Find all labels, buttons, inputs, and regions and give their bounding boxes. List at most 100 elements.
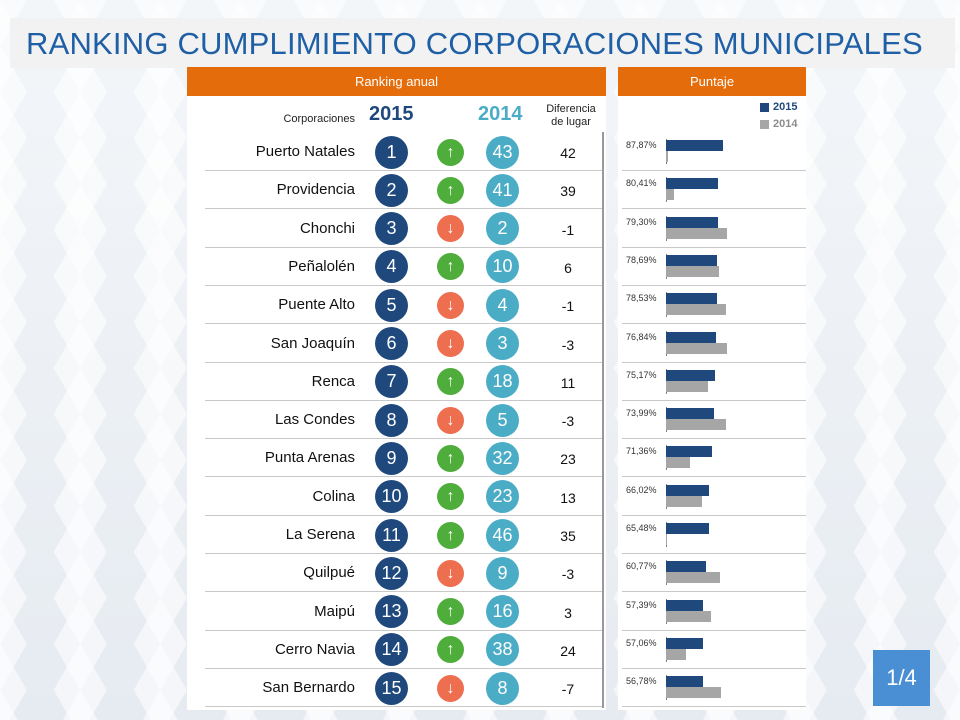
arrow-down-icon: ↓	[437, 674, 464, 702]
arrow-up-icon: ↑	[437, 636, 464, 664]
arrow-up-icon: ↑	[437, 521, 464, 549]
diff-label-line1: Diferencia	[546, 103, 596, 115]
place-difference: 11	[560, 374, 576, 391]
arrow-up-icon: ↑	[437, 483, 464, 511]
bar-2014	[666, 342, 728, 354]
score-row	[622, 554, 806, 593]
score-label: 76,84%	[626, 331, 657, 342]
ranking-header: Ranking anual	[187, 67, 606, 96]
rank-2015-badge: 2	[375, 173, 408, 207]
place-difference: 13	[560, 489, 576, 506]
rank-2015-badge: 10	[375, 480, 408, 514]
year-2014-header: 2014	[478, 103, 523, 125]
table-row	[205, 631, 602, 669]
place-difference: 23	[560, 451, 576, 468]
score-panel	[618, 96, 806, 710]
rank-2014-badge: 38	[486, 633, 519, 667]
table-row	[205, 554, 602, 593]
place-difference: -1	[561, 221, 575, 238]
rank-2015-badge: 15	[375, 671, 408, 705]
rank-2015-badge: 14	[375, 633, 408, 667]
corporation-name: Puente Alto	[278, 296, 355, 314]
table-row	[205, 669, 602, 708]
arrow-up-icon: ↑	[437, 253, 464, 281]
table-row	[205, 593, 602, 631]
bar-2014	[666, 227, 728, 239]
score-row	[622, 363, 806, 401]
bar-2014	[666, 495, 702, 507]
rank-2014-badge: 3	[486, 327, 519, 360]
rank-2015-badge: 4	[375, 250, 408, 284]
bar-2014	[666, 648, 687, 660]
legend-2015-swatch	[760, 103, 769, 112]
rank-2014-badge: 16	[486, 595, 519, 629]
score-label: 75,17%	[626, 369, 657, 380]
rank-2014-badge: 4	[486, 288, 519, 322]
rank-2015-badge: 9	[375, 441, 408, 475]
bar-2015	[666, 484, 709, 496]
rank-2014-badge: 43	[486, 135, 519, 169]
score-row	[622, 516, 806, 554]
bar-2014	[666, 189, 674, 201]
bar-2014	[666, 687, 721, 699]
bar-2015	[666, 331, 716, 343]
bar-2014	[666, 304, 726, 316]
place-difference: -3	[561, 566, 575, 583]
bar-2014	[666, 572, 720, 584]
score-row	[622, 210, 806, 248]
corporation-name: Las Condes	[274, 411, 355, 429]
corporation-name: La Serena	[285, 526, 355, 543]
legend-2014-swatch	[760, 120, 769, 129]
table-row	[205, 248, 602, 286]
rank-2015-badge: 6	[375, 327, 408, 360]
place-difference: -7	[561, 681, 575, 698]
table-row	[205, 133, 602, 171]
rank-2014-badge: 18	[486, 365, 519, 399]
rank-2015-badge: 3	[375, 212, 408, 246]
corporation-name: Peñalolén	[288, 257, 355, 275]
bar-2015	[666, 676, 703, 688]
place-difference: 6	[564, 259, 572, 276]
rank-2015-badge: 1	[375, 135, 408, 169]
column-divider	[602, 132, 604, 708]
corporation-name: Quilpué	[303, 564, 355, 582]
page-indicator: 1/4	[873, 650, 930, 706]
score-header: Puntaje	[618, 67, 806, 96]
bar-2015	[666, 523, 709, 534]
arrow-down-icon: ↓	[437, 559, 464, 587]
rank-2015-badge: 8	[375, 403, 408, 437]
table-row	[205, 401, 602, 440]
bar-2015	[666, 637, 704, 649]
bar-2014	[666, 265, 719, 277]
table-row	[205, 363, 602, 401]
corporation-name: Providencia	[276, 181, 355, 199]
bar-2014	[666, 457, 691, 469]
score-row	[622, 325, 806, 363]
table-row	[205, 478, 602, 516]
rank-2015-badge: 13	[375, 595, 408, 629]
year-2015-header: 2015	[369, 103, 414, 125]
score-label: 80,41%	[626, 178, 657, 189]
score-label: 57,39%	[626, 599, 657, 610]
rank-2015-badge: 12	[375, 556, 408, 590]
score-row	[622, 248, 806, 286]
corporaciones-label: Corporaciones	[283, 113, 355, 125]
arrow-up-icon: ↑	[437, 444, 464, 472]
corporation-name: Renca	[311, 372, 355, 390]
bar-2015	[666, 446, 713, 458]
score-row	[622, 286, 806, 325]
rank-2014-badge: 46	[486, 518, 519, 552]
table-row	[205, 439, 602, 478]
table-row	[205, 171, 602, 210]
score-row	[622, 631, 806, 669]
arrow-up-icon: ↑	[437, 176, 464, 204]
bar-2015	[666, 369, 715, 381]
score-row	[622, 171, 806, 210]
corporation-name: Puerto Natales	[255, 143, 355, 160]
corporation-name: Maipú	[314, 602, 355, 620]
table-row	[205, 210, 602, 248]
place-difference: 35	[560, 528, 576, 544]
bar-2014	[666, 419, 726, 431]
arrow-down-icon: ↓	[437, 291, 464, 319]
place-difference: 24	[560, 642, 576, 659]
